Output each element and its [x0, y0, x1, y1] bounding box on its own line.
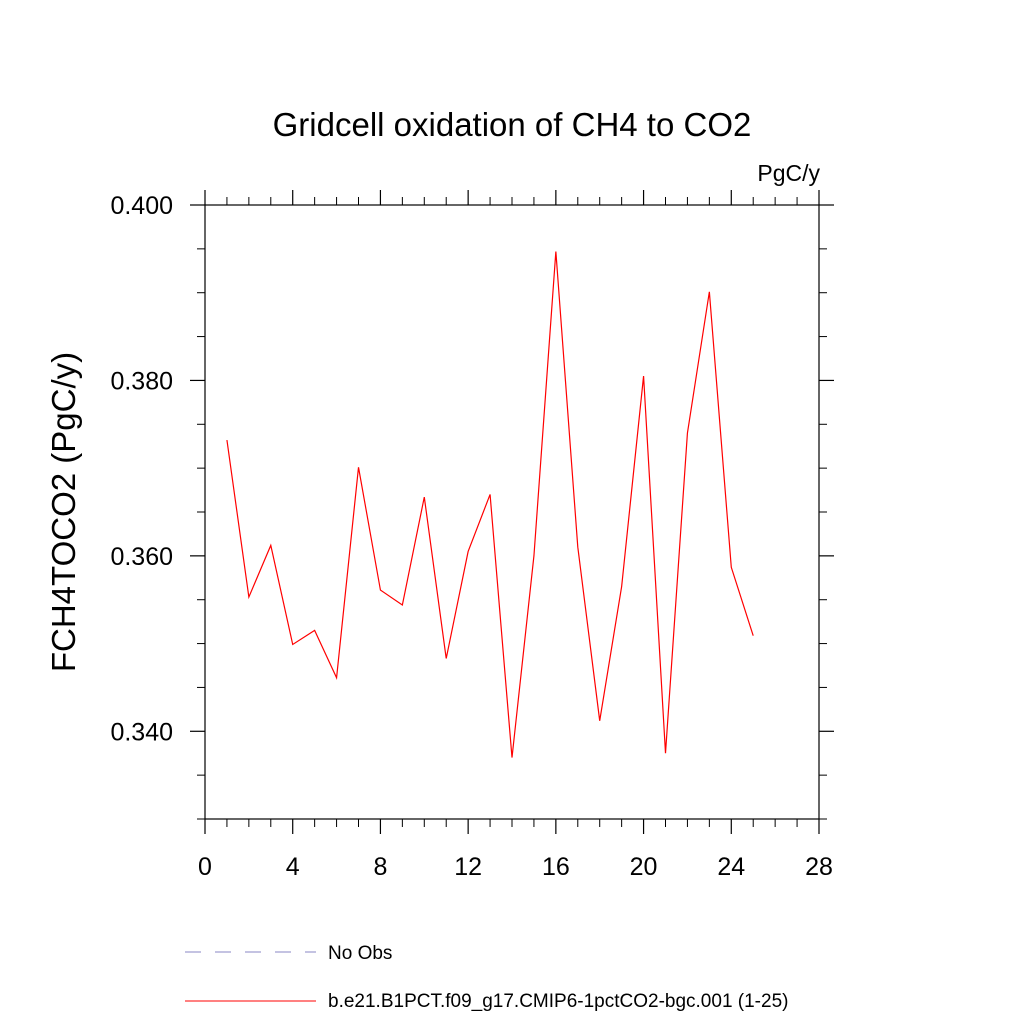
legend: No Obs b.e21.B1PCT.f09_g17.CMIP6-1pctCO2…: [185, 943, 788, 1012]
legend-label-model-run: b.e21.B1PCT.f09_g17.CMIP6-1pctCO2-bgc.00…: [328, 991, 788, 1012]
legend-label-no-obs: No Obs: [328, 943, 392, 964]
y-tick-label: 0.400: [110, 192, 173, 220]
x-tick-label: 8: [373, 853, 387, 881]
series-line-1: [226, 251, 754, 758]
x-tick-label: 28: [805, 853, 833, 881]
x-tick-label: 20: [630, 853, 658, 881]
y-tick-label: 0.380: [110, 367, 173, 395]
x-tick-label: 16: [542, 853, 570, 881]
y-axis: 0.340 0.360 0.380 0.400: [110, 192, 834, 820]
y-tick-label: 0.340: [110, 718, 173, 746]
x-tick-label: 4: [286, 853, 300, 881]
series-layer: [226, 251, 754, 758]
x-axis: 0 4 8 12 16 20 24 28: [198, 190, 833, 881]
y-axis-label: FCH4TOCO2 (PgC/y): [45, 352, 82, 672]
x-tick-label: 12: [454, 853, 482, 881]
x-tick-label: 24: [717, 853, 745, 881]
units-label: PgC/y: [757, 160, 820, 186]
x-tick-label: 0: [198, 853, 212, 881]
chart-title: Gridcell oxidation of CH4 to CO2: [273, 106, 752, 143]
y-tick-label: 0.360: [110, 543, 173, 571]
